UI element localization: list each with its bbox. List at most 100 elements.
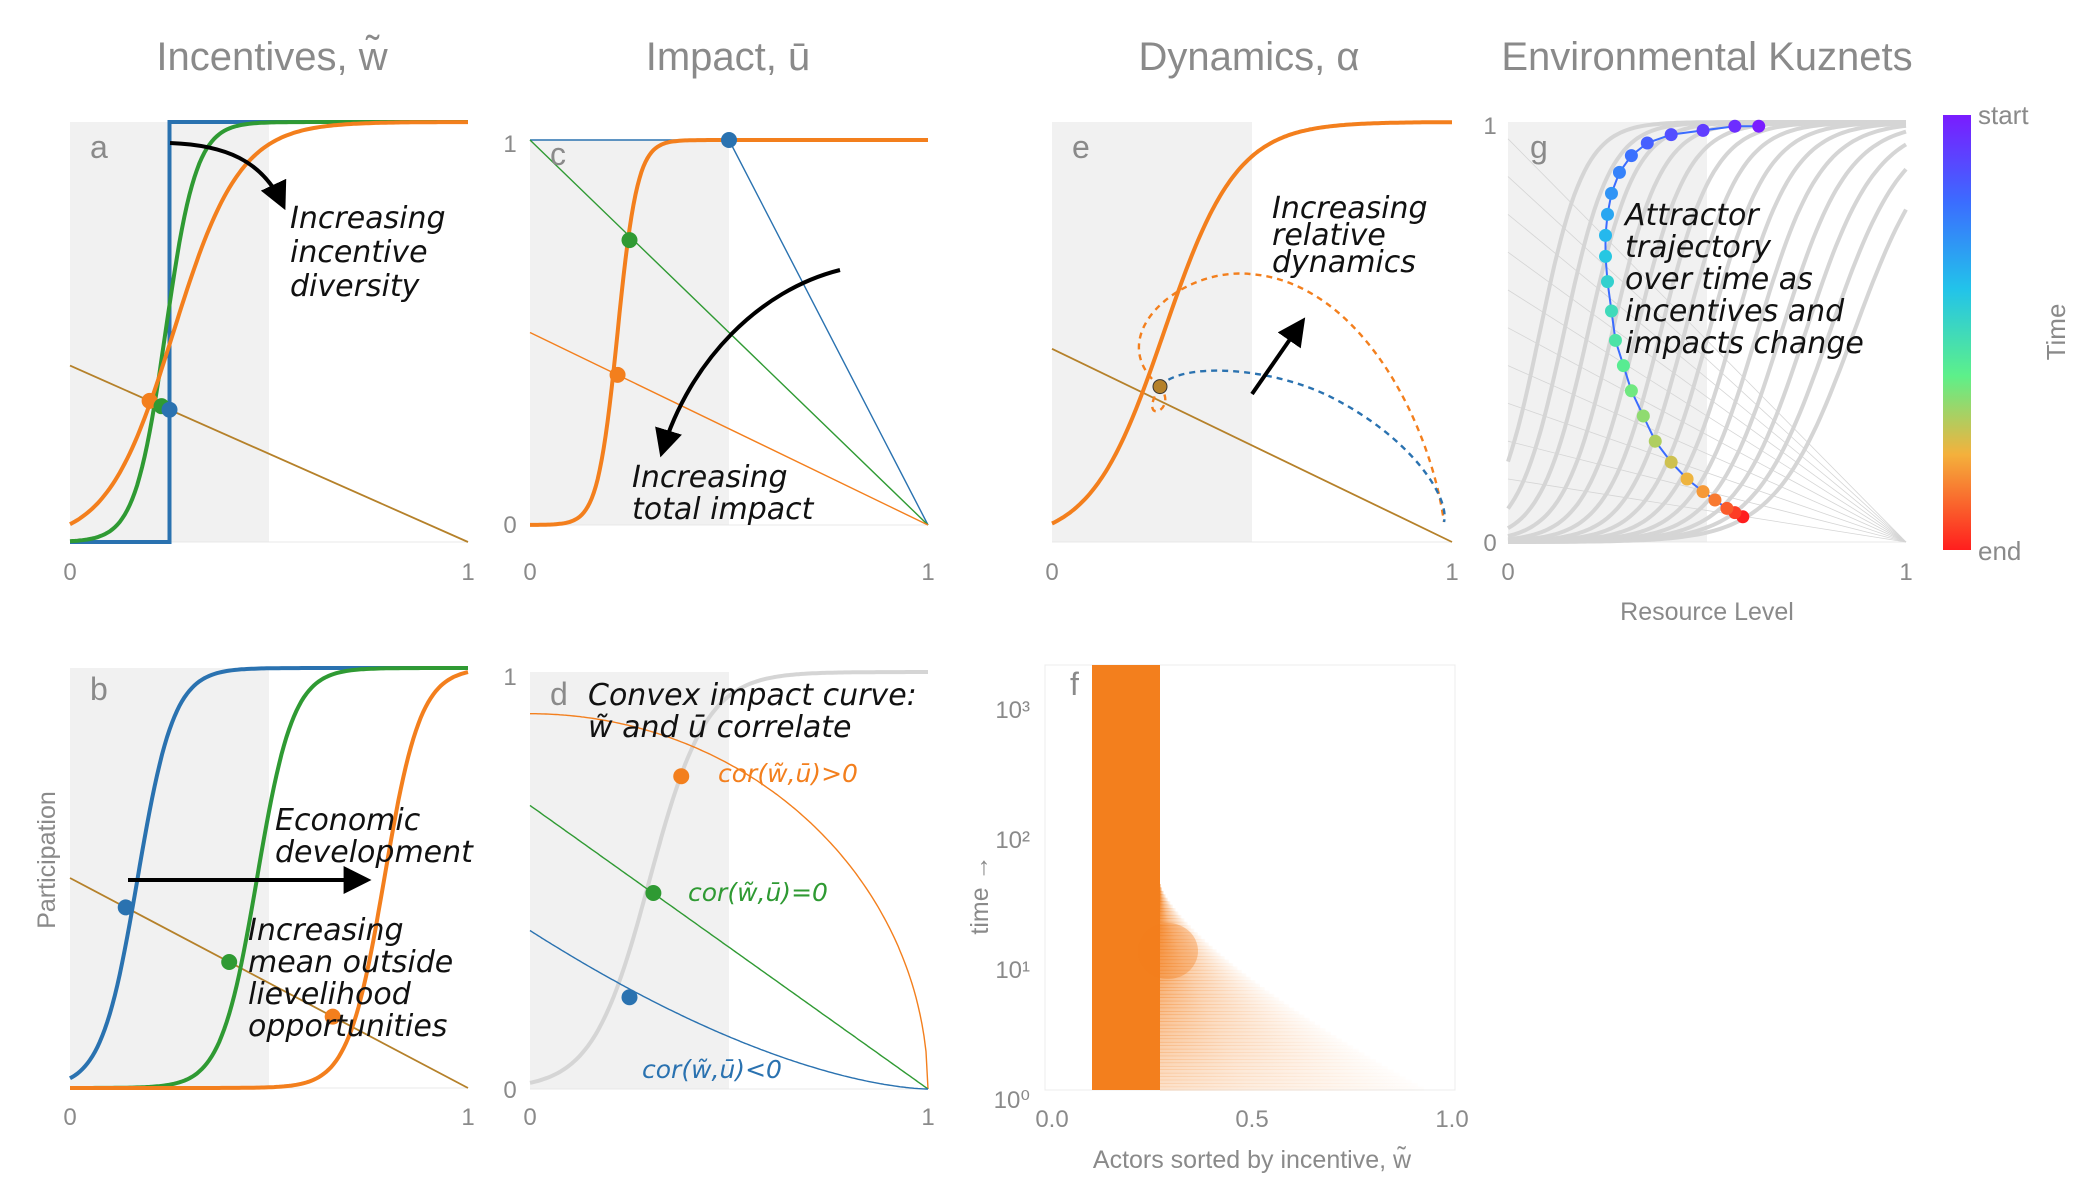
panel-d-impact-blue — [529, 929, 928, 1090]
panel-c-arrow — [655, 268, 841, 458]
colorbar-end-label: end — [1978, 536, 2021, 566]
panel-c-shaded-region — [530, 140, 729, 525]
panel-d-letter: d — [550, 676, 568, 712]
panel-f-spread-row — [1160, 949, 1217, 954]
panel-d-ytick-0: 0 — [503, 1077, 516, 1104]
panel-e-participation-curve — [1051, 120, 1452, 526]
panel-f-spread-row — [1160, 921, 1188, 926]
panel-e-shaded-region — [1052, 122, 1252, 542]
panel-f-spread-row — [1160, 1000, 1285, 1005]
panel-f-ylabel: time → — [966, 855, 994, 934]
panel-c-impact-orange — [529, 331, 929, 526]
panel-b-equilibrium-orange — [324, 1008, 341, 1025]
panel-g-trajectory-point — [1640, 136, 1654, 150]
panel-b-series — [69, 666, 469, 1090]
panel-a-letter: a — [90, 129, 108, 165]
panel-f-spread-row — [1160, 1014, 1305, 1019]
panel-c-ytick-0: 0 — [503, 512, 516, 539]
panel-e-outside-line — [1051, 347, 1453, 543]
panel-b: b 0 1 Participation Economic development… — [33, 666, 475, 1131]
panel-f-spread-row — [1160, 1076, 1406, 1081]
title-impact: Impact, ū — [646, 35, 811, 79]
panel-e: e 0 1 Increasing relative dynamics — [1045, 120, 1459, 586]
panel-f-spread-row — [1160, 1086, 1424, 1091]
panel-f-xtick-2: 1.0 — [1435, 1106, 1468, 1133]
panel-f-spread-row — [1160, 935, 1202, 940]
panel-g-xtick-0: 0 — [1501, 559, 1514, 586]
panel-f-spread-row — [1160, 990, 1270, 995]
panel-e-xtick-0: 0 — [1045, 559, 1058, 586]
panel-d-label-green: cor(w̃,ū)=0 — [688, 878, 828, 907]
panel-f-spread-row — [1160, 918, 1185, 923]
panel-b-ylabel: Participation — [33, 791, 61, 929]
panel-b-equilibrium-green — [221, 954, 238, 970]
panel-g-xlabel: Resource Level — [1620, 598, 1794, 626]
panel-f-spread-row — [1160, 942, 1209, 947]
panel-f-band — [1092, 665, 1160, 1090]
panel-f-spread-row — [1160, 987, 1265, 992]
panel-c-xtick-0: 0 — [523, 559, 536, 586]
panel-d-equilibrium-orange — [673, 768, 690, 785]
panel-g-trajectory-point — [1616, 359, 1630, 373]
panel-e-letter: e — [1072, 129, 1090, 165]
panel-g: g 1 0 0 1 Resource Level Attractor traje… — [1483, 100, 2071, 626]
panel-a-note-line-1: Increasing — [290, 201, 446, 236]
panel-f-spread-row — [1160, 1028, 1326, 1033]
panel-d-xtick-0: 0 — [523, 1104, 536, 1131]
panel-f-spread-row — [1160, 1072, 1400, 1077]
panel-f-ytick-0: 10⁰ — [994, 1087, 1030, 1114]
panel-a-series-orange — [69, 120, 468, 526]
panel-f-spread-row — [1160, 952, 1221, 957]
panel-c-equilibrium-orange — [609, 366, 626, 383]
panel-f-spread-row — [1160, 1059, 1377, 1064]
panel-f-spread-row — [1160, 914, 1182, 919]
panel-f-spread-row — [1160, 901, 1171, 906]
panel-g-note-line-3: over time as — [1625, 262, 1813, 297]
panel-c-letter: c — [550, 136, 566, 172]
panel-d-impact-orange — [530, 713, 929, 1090]
panel-b-note-2-line-3: lievelihood — [248, 977, 412, 1012]
panel-g-trajectory-point — [1752, 119, 1766, 133]
panel-f-bump — [1138, 923, 1198, 980]
panel-f-spread-row — [1160, 1035, 1337, 1040]
panel-f-spread-row — [1160, 959, 1229, 964]
panel-g-background-curve — [1508, 208, 1908, 544]
panel-d-equilibrium-green — [645, 885, 662, 902]
panel-c-ytick-1: 1 — [503, 131, 516, 158]
panel-e-arrow — [1250, 317, 1306, 396]
panel-f-ytick-2: 10² — [995, 827, 1030, 854]
panel-g-trajectory-point — [1601, 275, 1614, 289]
panel-d-note-line-2: w̃ and ū correlate — [588, 710, 852, 745]
panel-f-spread-row — [1160, 1024, 1321, 1029]
panel-g-note-line-2: trajectory — [1625, 230, 1772, 265]
panel-f-spread-row — [1160, 969, 1242, 974]
panel-f-spread-row — [1160, 928, 1195, 933]
panel-b-note-2-line-1: Increasing — [248, 913, 404, 948]
panel-g-trajectory-point — [1599, 228, 1613, 242]
title-incentives: Incentives, w̃ — [156, 34, 387, 79]
panel-g-trajectory-point — [1624, 384, 1638, 398]
panel-g-trajectory-point — [1728, 119, 1742, 133]
panel-d-note-line-1: Convex impact curve: — [588, 678, 917, 713]
panel-b-equilibrium-blue — [117, 899, 134, 916]
panel-f: f 10³ 10² 10¹ 10⁰ 0.0 0.5 1.0 Actors sor… — [966, 664, 1469, 1174]
panel-b-xtick-0: 0 — [63, 1104, 76, 1131]
panel-f-spread-row — [1160, 1083, 1418, 1088]
panel-f-heat — [1092, 665, 1424, 1091]
panel-a: a 0 1 Increasing incentive diversity — [63, 120, 475, 586]
panel-a-xtick-1: 1 — [461, 559, 474, 586]
panel-f-letter: f — [1070, 666, 1079, 702]
panel-b-note-2-line-2: mean outside — [248, 945, 453, 980]
panel-g-ray — [1507, 327, 1907, 543]
panel-d-participation-curve — [529, 670, 928, 1085]
panel-f-spread-row — [1160, 1038, 1342, 1043]
panel-a-equilibrium-orange — [141, 392, 158, 409]
panel-e-equilibrium — [1152, 379, 1168, 395]
panel-g-trajectory-point — [1664, 455, 1678, 469]
panel-a-series — [69, 120, 469, 544]
panel-g-ytick-1: 1 — [1483, 113, 1496, 140]
panel-d-equilibrium-blue — [621, 989, 638, 1006]
panel-f-spread-row — [1160, 1079, 1412, 1084]
panel-f-spread-row — [1160, 884, 1161, 889]
panel-g-ray — [1507, 214, 1907, 543]
